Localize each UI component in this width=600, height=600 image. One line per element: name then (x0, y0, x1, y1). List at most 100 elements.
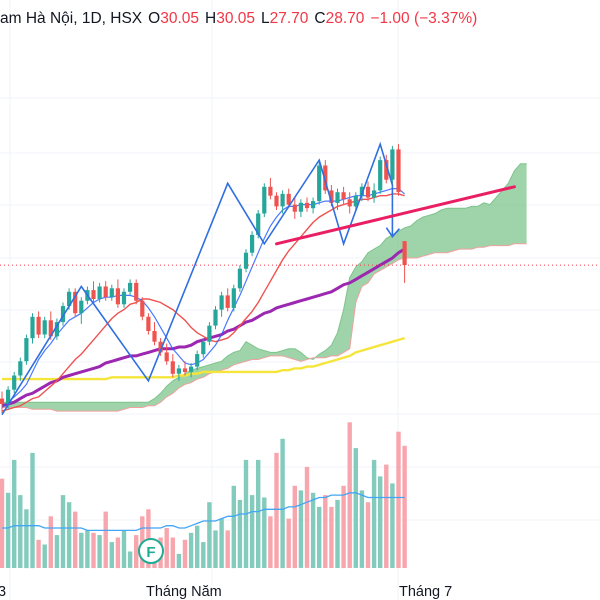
volume-bar (109, 542, 114, 568)
candle-body (286, 193, 291, 205)
volume-bar (170, 537, 175, 569)
cloud-lower-line (2, 243, 527, 412)
x-axis-label: 3 (0, 584, 7, 600)
candle-body (347, 199, 352, 207)
volume-bar (225, 530, 230, 568)
candle-body (140, 300, 145, 317)
volume-bar (42, 544, 47, 568)
candle-body (317, 165, 322, 202)
ma-long-line (2, 336, 405, 381)
volume-bar (85, 530, 90, 568)
volume-bar (30, 452, 35, 569)
candle-body (298, 202, 303, 212)
candle-body (384, 160, 389, 180)
volume-bar (353, 448, 358, 568)
volume-bar (341, 485, 346, 569)
down-arrow-icon (385, 227, 401, 239)
volume-bar (201, 542, 206, 568)
candle-body (12, 375, 17, 390)
volume-bar (292, 485, 297, 569)
close-label: C (314, 10, 326, 27)
volume-bar (121, 530, 127, 568)
volume-bar (188, 532, 194, 569)
candle-body (262, 186, 267, 214)
volume-bar (5, 492, 11, 568)
volume-bar (384, 464, 389, 568)
event-flag-icon[interactable]: F (138, 538, 164, 564)
candle-body (146, 316, 151, 331)
volume-bar (317, 506, 322, 568)
candle-body (268, 186, 273, 196)
volume-bar (286, 518, 291, 568)
volume-bar (182, 539, 188, 568)
candle-body (36, 316, 41, 335)
volume-bar (24, 509, 29, 569)
candle-body (341, 192, 346, 200)
candle-body (103, 286, 108, 298)
moving-averages (0, 188, 600, 412)
volume-bar (390, 483, 395, 568)
candle-body (109, 288, 114, 298)
candle-body (378, 160, 383, 191)
candle-body (6, 389, 11, 404)
volume-bar (310, 492, 316, 568)
volume-bar (298, 490, 304, 568)
zigzag-pattern-line (1, 141, 394, 416)
volume-bar (36, 539, 41, 568)
change-value: −1.00 (−3.37%) (370, 10, 478, 27)
candle-body (402, 241, 407, 266)
volume-bar (12, 459, 17, 568)
candle-body (207, 325, 212, 342)
volume-bars (0, 422, 407, 569)
volume-bar (60, 495, 66, 568)
candle-body (152, 331, 157, 342)
candle-body (42, 320, 47, 335)
volume-bar (371, 459, 377, 568)
candle-body (231, 288, 236, 308)
ichimoku-cloud (2, 163, 527, 412)
candle-body (372, 190, 377, 198)
candle-body (201, 341, 206, 355)
volume-bar (54, 535, 60, 568)
candle-body (164, 352, 169, 362)
open-label: O (148, 10, 161, 27)
volume-bar (79, 532, 84, 569)
candle-body (396, 149, 401, 193)
candle-body (359, 186, 364, 196)
candle-body (24, 338, 29, 362)
volume-bar (280, 438, 285, 569)
candle-body (97, 286, 102, 299)
volume-bar (329, 506, 334, 568)
high-label: H (205, 10, 217, 27)
candle-body (67, 291, 72, 306)
candle-body (390, 149, 395, 180)
candle-body (225, 295, 230, 308)
cloud-upper-line (2, 163, 527, 403)
candle-body (365, 186, 371, 198)
candle-body (353, 195, 358, 207)
volume-bar (164, 528, 169, 568)
volume-bar (249, 495, 255, 568)
candle-body (48, 320, 53, 337)
candle-body (311, 201, 316, 209)
candle-body (79, 300, 84, 314)
candle-body (323, 165, 328, 191)
candle-body (304, 202, 310, 209)
low-label: L (261, 10, 270, 27)
candle-body (176, 368, 181, 374)
candle-body (54, 322, 59, 337)
volume-bar (378, 476, 383, 568)
volume-bar (219, 518, 224, 568)
volume-bar (66, 502, 72, 568)
volume-bar (365, 502, 371, 568)
candle-body (18, 361, 23, 376)
candle-body (250, 234, 255, 253)
candle-body (219, 295, 224, 310)
volume-bar (73, 511, 78, 568)
volume-bar (103, 511, 108, 568)
candle-body (292, 204, 297, 212)
candle-body (195, 354, 200, 367)
volume-bar (231, 485, 236, 569)
candle-body (189, 366, 194, 372)
x-axis-label: Tháng Năm (146, 584, 222, 600)
